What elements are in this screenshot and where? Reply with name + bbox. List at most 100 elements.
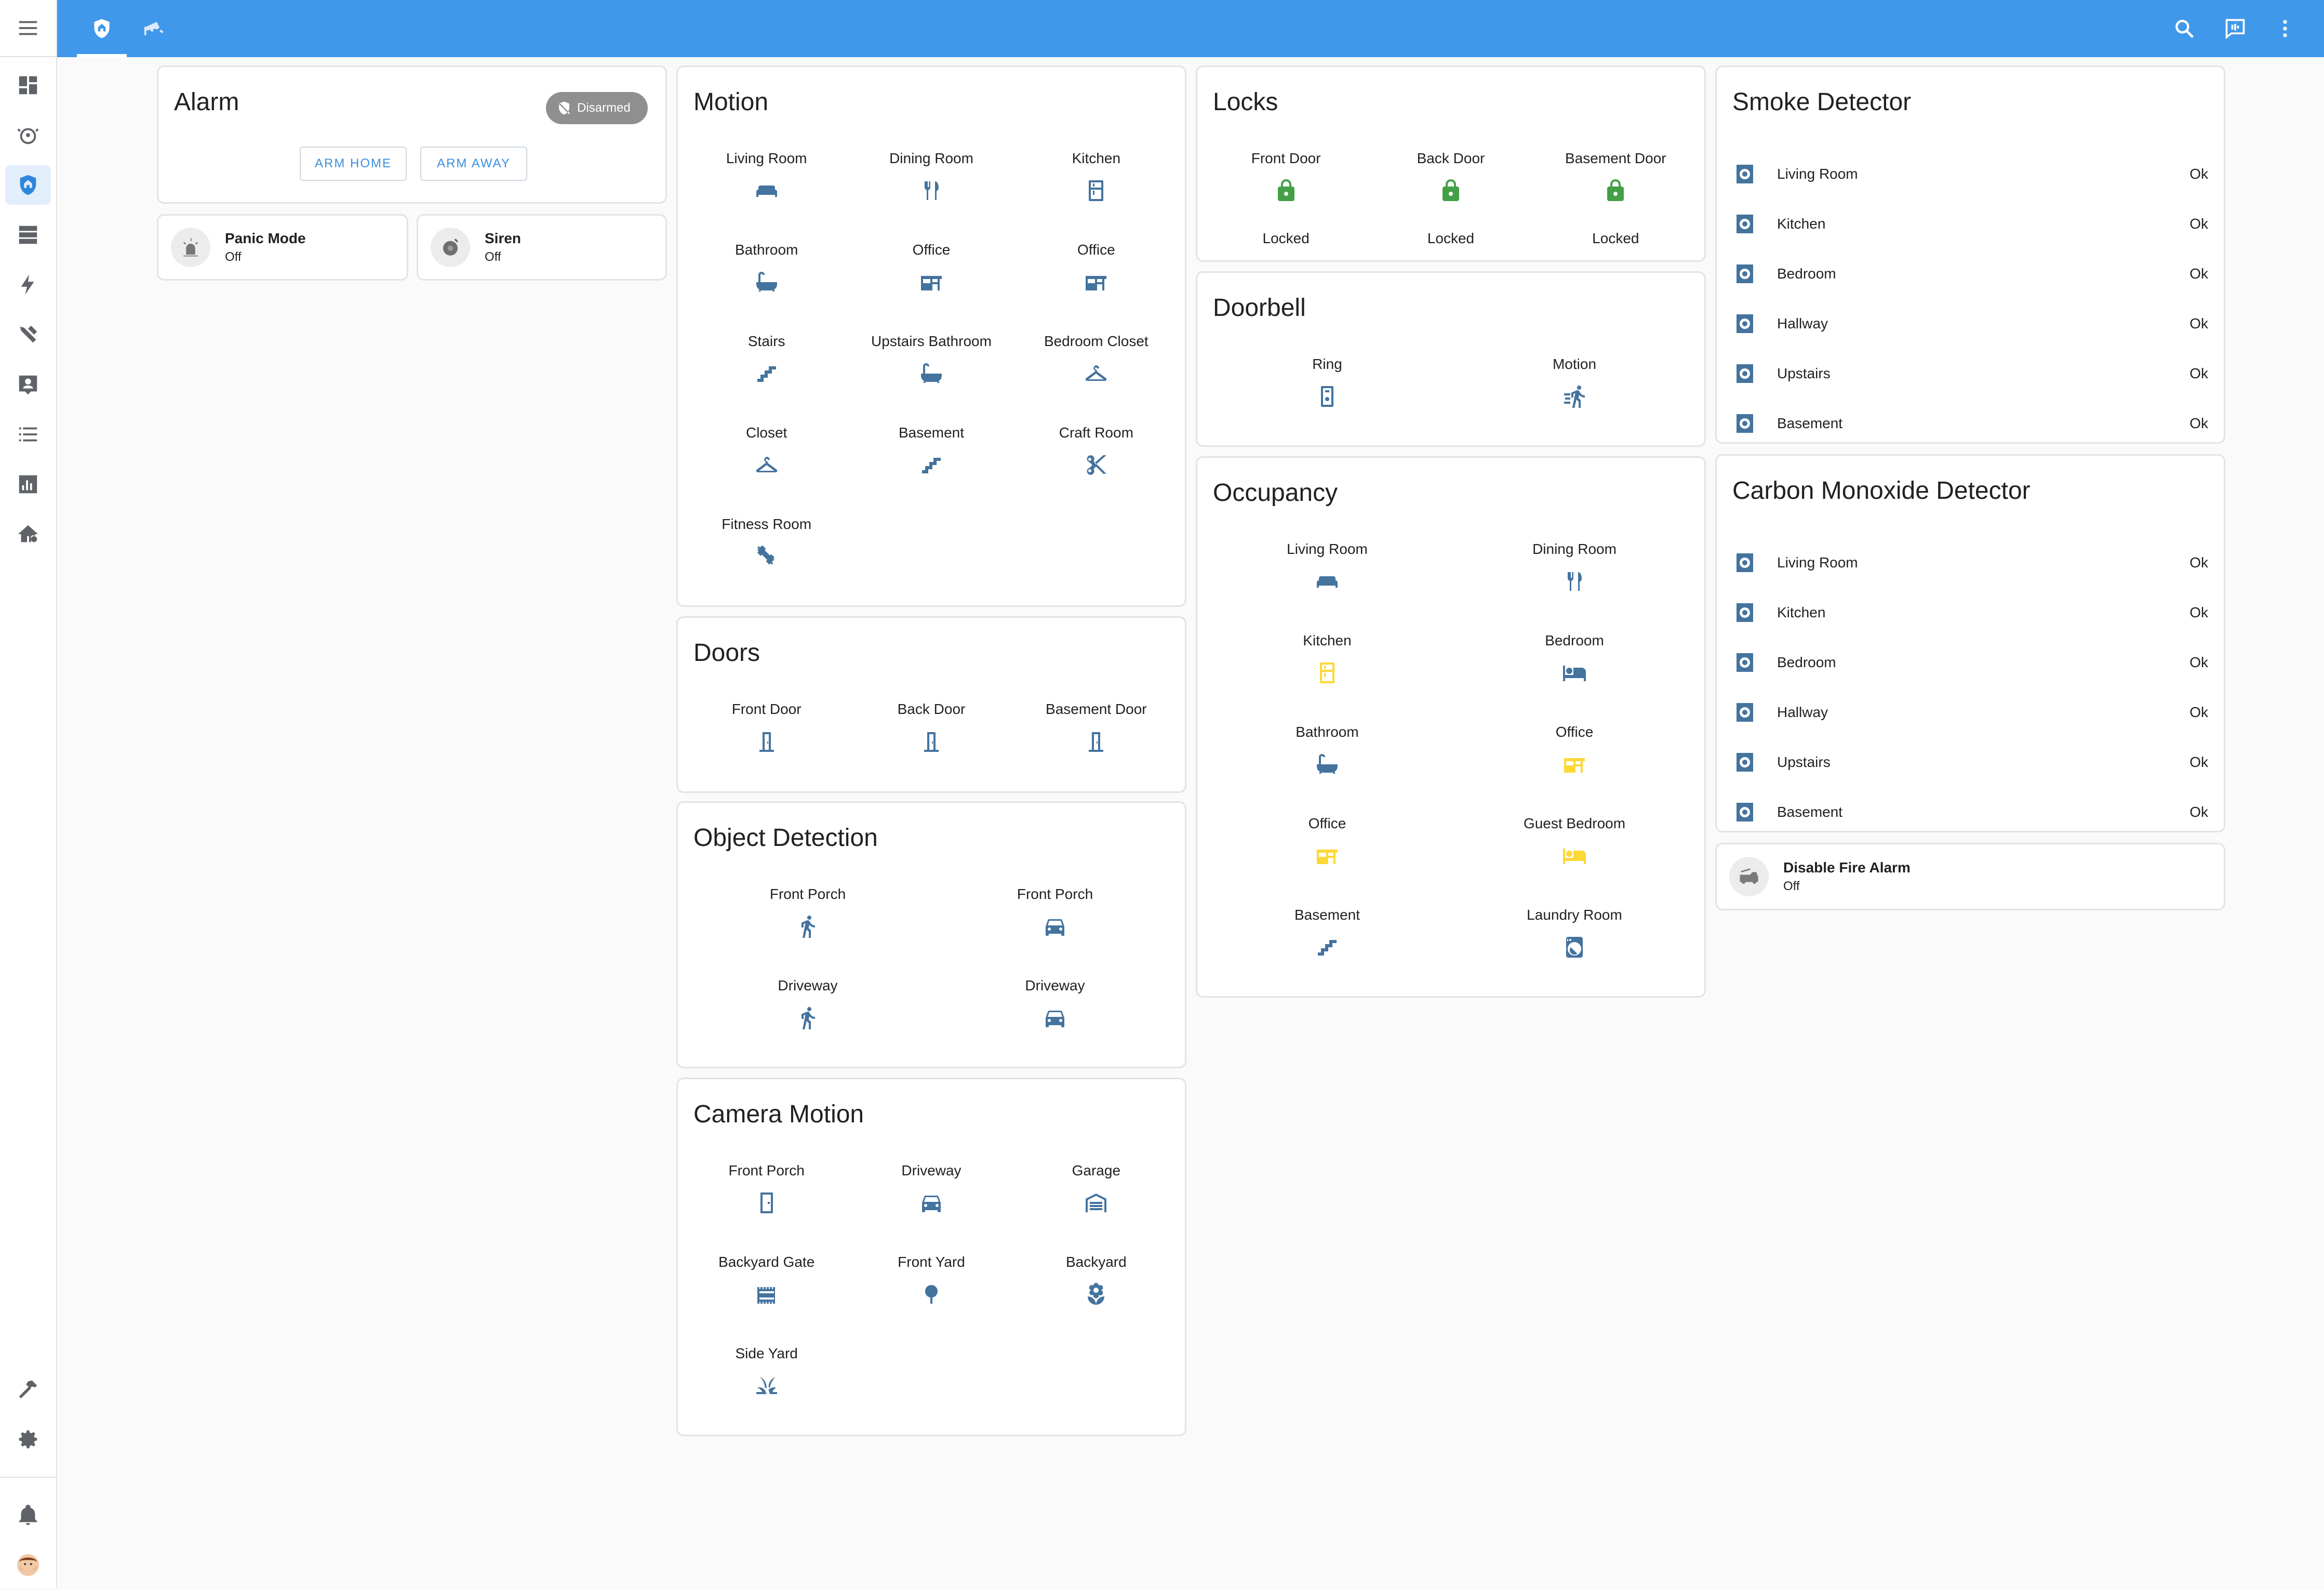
disable-fire-alarm-entity[interactable]: Disable Fire Alarm Off [1715,843,2225,910]
overflow-menu-button[interactable] [2268,11,2302,46]
lock-icon [1277,179,1294,201]
sidebar-menu-button[interactable] [0,3,56,53]
sidebar-item-settings[interactable] [0,1414,56,1464]
sidebar-item-energy[interactable] [0,260,56,310]
camera-motion-tile[interactable]: Side Yard [684,1345,849,1437]
motion-tile[interactable]: Craft Room [1014,425,1179,516]
overflow-menu-icon [2283,20,2287,37]
arm-away-button[interactable]: ARM AWAY [420,147,527,181]
motion-tile[interactable]: Bathroom [684,242,849,333]
doors-tile[interactable]: Back Door [849,701,1013,792]
motion-tile[interactable]: Stairs [684,333,849,425]
sidebar-item-vacuum[interactable] [0,110,56,160]
object-detection-tile[interactable]: Front Porch [684,886,931,977]
motion-tile[interactable]: Dining Room [849,150,1013,242]
entity-name: Disable Fire Alarm [1783,859,1911,876]
smoke-row[interactable]: Living Room Ok [1732,149,2208,199]
locks-tile[interactable]: Basement Door Locked [1533,150,1698,246]
shield-home-icon [20,175,36,195]
avatar [17,1554,39,1576]
camera-motion-tile[interactable]: Front Porch [684,1162,849,1254]
washer-icon [1566,937,1583,958]
sidebar-item-tools[interactable] [0,310,56,360]
search-button[interactable] [2167,11,2201,46]
smoke-row[interactable]: Kitchen Ok [1732,199,2208,249]
sidebar-item-security[interactable] [0,160,56,210]
tile-name: Basement Door [1565,150,1666,166]
occupancy-tile[interactable]: Office [1451,724,1698,815]
silverware-icon [1568,572,1582,591]
co-row[interactable]: Kitchen Ok [1732,588,2208,638]
co-row[interactable]: Living Room Ok [1732,538,2208,588]
tile-name: Back Door [897,701,966,717]
doorbell-tile[interactable]: Ring [1204,356,1451,447]
motion-tile[interactable]: Office [849,242,1013,333]
locks-tile[interactable]: Back Door Locked [1368,150,1533,246]
panic-mode-entity[interactable]: Panic Mode Off [157,214,408,281]
arm-home-button[interactable]: ARM HOME [300,147,407,181]
motion-tile[interactable]: Living Room [684,150,849,242]
motion-tile[interactable]: Basement [849,425,1013,516]
sidebar-item-notifications[interactable] [0,1490,56,1540]
occupancy-tile[interactable]: Office [1204,815,1451,907]
sidebar-item-servers[interactable] [0,210,56,260]
camera-motion-tile[interactable]: Front Yard [849,1254,1013,1345]
lock-icon [1442,179,1459,201]
tile-icon [849,729,1013,755]
occupancy-tile[interactable]: Living Room [1204,541,1451,632]
smoke-row[interactable]: Basement Ok [1732,399,2208,448]
sidebar-item-people[interactable] [0,360,56,409]
sidebar-item-overview[interactable] [0,60,56,110]
sidebar-item-history[interactable] [0,459,56,509]
sidebar-item-logbook[interactable] [0,409,56,459]
camera-motion-tile[interactable]: Backyard Gate [684,1254,849,1345]
motion-tile[interactable]: Upstairs Bathroom [849,333,1013,425]
occupancy-tile[interactable]: Laundry Room [1451,907,1698,998]
tile-icon [1014,1190,1179,1216]
desk-icon [920,276,942,290]
motion-tile[interactable]: Fitness Room [684,516,849,607]
occupancy-tile[interactable]: Kitchen [1204,632,1451,724]
assist-button[interactable] [2218,11,2252,46]
doorbell-tile[interactable]: Motion [1451,356,1698,447]
smoke-row[interactable]: Hallway Ok [1732,299,2208,349]
tab-security[interactable] [77,0,127,57]
doors-tile[interactable]: Front Door [684,701,849,792]
co-row[interactable]: Upstairs Ok [1732,737,2208,787]
co-row[interactable]: Basement Ok [1732,787,2208,837]
object-detection-tile[interactable]: Front Porch [931,886,1179,977]
motion-tile[interactable]: Bedroom Closet [1014,333,1179,425]
sidebar-item-profile[interactable] [0,1540,56,1590]
camera-motion-tile[interactable]: Backyard [1014,1254,1179,1345]
tile-name: Office [1077,242,1115,258]
tab-cameras[interactable] [130,0,180,57]
locks-card: Locks Front Door Locked Back Door Locked Bas… [1196,65,1706,262]
motion-tile[interactable]: Kitchen [1014,150,1179,242]
occupancy-tile[interactable]: Dining Room [1451,541,1698,632]
occupancy-tile[interactable]: Guest Bedroom [1451,815,1698,907]
camera-motion-tile[interactable]: Garage [1014,1162,1179,1254]
motion-tile[interactable]: Office [1014,242,1179,333]
object-detection-tile[interactable]: Driveway [684,977,931,1069]
siren-entity[interactable]: Siren Off [417,214,667,281]
co-row[interactable]: Bedroom Ok [1732,638,2208,687]
co-row[interactable]: Hallway Ok [1732,687,2208,737]
motion-tile[interactable]: Closet [684,425,849,516]
smoke-row[interactable]: Bedroom Ok [1732,249,2208,299]
row-state: Ok [2189,365,2208,381]
smoke-row[interactable]: Upstairs Ok [1732,349,2208,399]
occupancy-tile[interactable]: Basement [1204,907,1451,998]
menu-icon [19,21,37,35]
sidebar-item-developer-tools[interactable] [0,1364,56,1414]
doors-tile[interactable]: Basement Door [1014,701,1179,792]
alarm-state-badge[interactable]: Disarmed [546,92,648,124]
sidebar-item-home-settings[interactable] [0,509,56,559]
tile-icon [684,453,849,479]
occupancy-tile[interactable]: Bedroom [1451,632,1698,724]
camera-motion-tile[interactable]: Driveway [849,1162,1013,1254]
tile-name: Fitness Room [722,516,812,532]
object-detection-title: Object Detection [693,824,878,852]
object-detection-tile[interactable]: Driveway [931,977,1179,1069]
occupancy-tile[interactable]: Bathroom [1204,724,1451,815]
locks-tile[interactable]: Front Door Locked [1204,150,1368,246]
